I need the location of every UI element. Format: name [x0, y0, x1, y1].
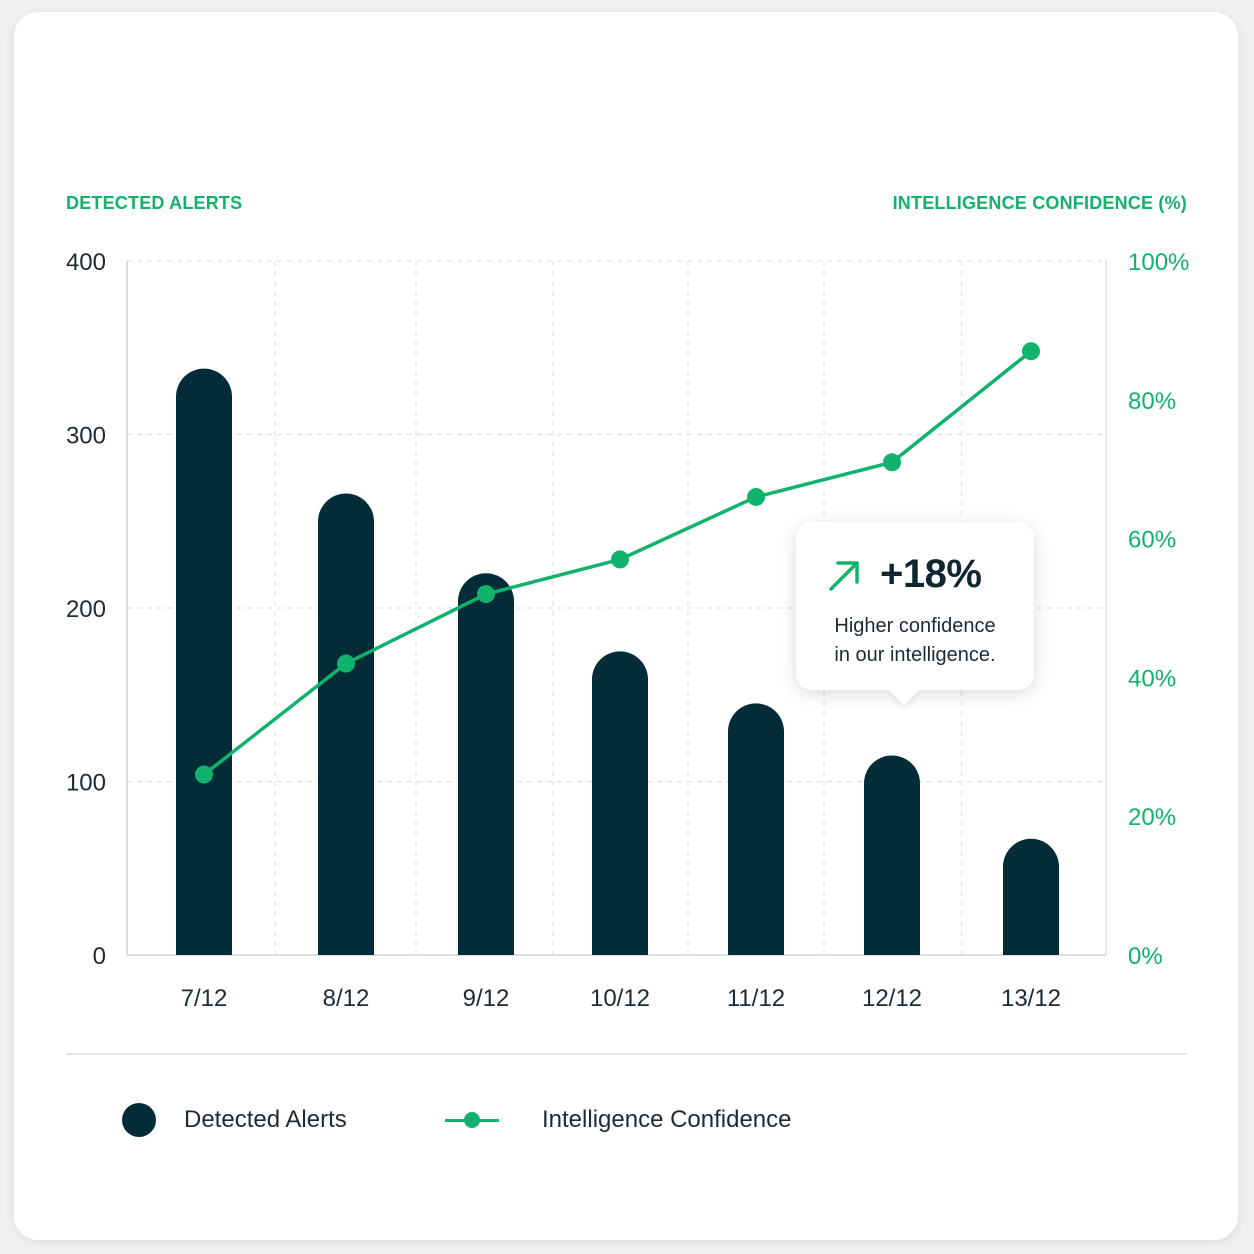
left-tick-label: 400 [66, 249, 106, 276]
right-tick-label: 20% [1128, 804, 1176, 831]
annotation-text-line1: Higher confidence [834, 615, 996, 637]
bars [176, 368, 1059, 955]
category-label: 10/12 [590, 985, 650, 1012]
confidence-point-9-12 [477, 585, 495, 604]
legend-label-intelligence-confidence: Intelligence Confidence [542, 1106, 792, 1133]
bar-13-12 [1003, 838, 1059, 955]
left-tick-label: 300 [66, 423, 106, 450]
legend-item-intelligence-confidence: Intelligence Confidence [445, 1100, 792, 1140]
bar-8-12 [318, 493, 374, 955]
confidence-point-7-12 [195, 765, 213, 784]
category-label: 13/12 [1001, 985, 1061, 1012]
left-axis-title: DETECTED ALERTS [66, 193, 243, 213]
legend-item-detected-alerts: Detected Alerts [122, 1100, 347, 1140]
bar-10-12 [592, 651, 648, 955]
confidence-point-10-12 [611, 550, 629, 569]
legend-divider [66, 1053, 1187, 1055]
left-tick-label: 100 [66, 770, 106, 797]
category-label: 7/12 [181, 985, 228, 1012]
bar-7-12 [176, 368, 232, 955]
right-tick-label: 0% [1128, 943, 1163, 970]
legend-label-detected-alerts: Detected Alerts [184, 1106, 347, 1133]
category-label: 12/12 [862, 985, 922, 1012]
annotation-tooltip: +18% Higher confidence in our intelligen… [796, 522, 1034, 690]
confidence-point-13-12 [1022, 342, 1040, 361]
bar-12-12 [864, 755, 920, 955]
tick-labels: 0 100 200 300 400 0% 20% 40% 60% 80% 100% 7/12 8/12 9… [66, 249, 1189, 1012]
confidence-line [195, 342, 1040, 784]
category-label: 9/12 [463, 985, 510, 1012]
confidence-point-11-12 [747, 487, 765, 506]
left-tick-label: 0 [93, 943, 106, 970]
right-tick-label: 40% [1128, 665, 1176, 692]
right-tick-label: 60% [1128, 527, 1176, 554]
confidence-point-12-12 [883, 453, 901, 472]
legend-line-swatch [445, 1112, 499, 1128]
bar-11-12 [728, 703, 784, 955]
bar-9-12 [458, 573, 514, 955]
right-axis-title: INTELLIGENCE CONFIDENCE (%) [892, 193, 1187, 213]
legend-bar-swatch [122, 1103, 156, 1137]
arrow-up-right-icon [829, 560, 859, 591]
left-tick-label: 200 [66, 596, 106, 623]
confidence-point-8-12 [337, 654, 355, 673]
annotation-value: +18% [880, 552, 982, 596]
right-tick-label: 100% [1128, 249, 1189, 276]
category-label: 11/12 [727, 985, 785, 1012]
category-label: 8/12 [323, 985, 370, 1012]
right-tick-label: 80% [1128, 388, 1176, 415]
annotation-text-line2: in our intelligence. [834, 644, 996, 666]
